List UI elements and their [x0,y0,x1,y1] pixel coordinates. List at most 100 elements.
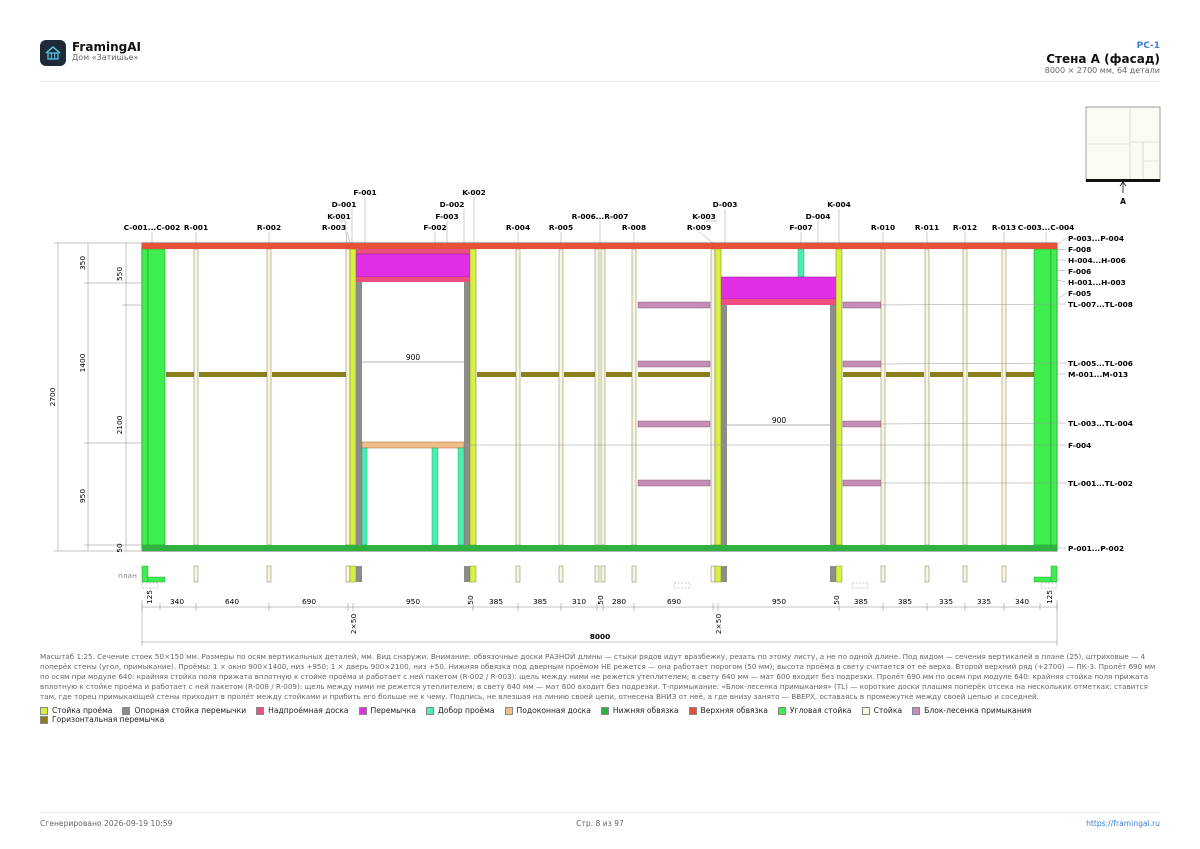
label-f008: F-008 [1068,245,1091,254]
dim-950-window: 950 [772,597,786,606]
dim-310: 310 [572,597,586,606]
label-c003-c004: C-003...C-004 [1018,223,1075,232]
dim-50: 50 [115,543,124,553]
label-r008: R-008 [622,223,646,232]
dim-125-left: 125 [145,590,154,604]
dim-1400: 1400 [78,353,87,372]
legend-swatch [122,706,131,715]
label-tl005-tl006: TL-005...TL-006 [1068,359,1133,368]
legend-label: Стойка [873,706,903,715]
legend-swatch [40,706,48,715]
label-f006: F-006 [1068,267,1091,276]
site-link[interactable]: https://framingai.ru [1086,819,1160,828]
dim-total-height: 2700 [48,387,57,406]
drawing-notes: Масштаб 1:25. Сечение стоек 50×150 мм. Р… [40,652,1156,701]
label-r010: R-010 [871,223,895,232]
left-dims: 2700 350 1400 950 50 550 2100 [48,256,124,553]
sheet-subtitle: 8000 × 2700 мм, 64 детали [1044,66,1160,75]
legend-swatch [40,715,48,724]
legend-label: Нижняя обвязка [612,706,679,715]
dim-340-right: 340 [1015,597,1029,606]
legend-item: Угловая стойка [777,706,852,715]
label-d003: D-003 [713,200,738,209]
horizontal-braces [166,372,1034,377]
brand-name: FramingAI [72,40,141,54]
dim-385-a: 385 [489,597,503,606]
door-width-label: 900 [406,353,421,362]
legend: Стойка проёма Опорная стойка перемычки Над… [40,706,1160,724]
top-plate [142,243,1057,249]
dim-640: 640 [225,597,239,606]
dim-690-left: 690 [302,597,316,606]
label-tl003-tl004: TL-003...TL-004 [1068,419,1133,428]
label-r004: R-004 [506,223,530,232]
label-r003: R-003 [322,223,346,232]
label-f005: F-005 [1068,289,1091,298]
label-r013: R-013 [992,223,1016,232]
dim-125-right: 125 [1045,590,1054,604]
key-plan: A [1085,106,1161,206]
label-h001-h003: H-001...H-003 [1068,278,1126,287]
header-divider [40,81,1160,82]
dim-total-width: 8000 [590,632,611,641]
legend-swatch [912,706,921,715]
ladder-blocks [637,301,882,487]
label-r006-r007: R-006...R-007 [572,212,629,221]
window-opening [714,248,843,546]
page-number: Стр. 8 из 97 [576,819,624,828]
window-width-label: 900 [772,416,787,425]
legend-label: Надпроёмная доска [268,706,349,715]
label-c001-c002: C-001...C-002 [124,223,181,232]
legend-label: Опорная стойка перемычки [134,706,247,715]
right-labels: P-003...P-004 F-008 H-004...H-006 F-006 … [1068,234,1133,553]
wall-marker-label: A [1120,197,1126,206]
dim-385-b: 385 [533,597,547,606]
sheet-code: PC-1 [1136,41,1160,51]
dim-385-c: 385 [854,597,868,606]
label-f003: F-003 [435,212,458,221]
label-r012: R-012 [953,223,977,232]
legend-swatch [358,706,367,715]
label-tl007-tl008: TL-007...TL-008 [1068,300,1133,309]
bottom-dim-ticks [141,603,1058,611]
plan-section [141,565,1058,589]
opening-dims [362,361,830,426]
footer-divider [40,812,1160,813]
legend-label: Добор проёма [437,706,495,715]
dim-280: 280 [612,597,626,606]
dim-335-a: 335 [939,597,953,606]
legend-label: Перемычка [370,706,416,715]
corner-studs [141,248,1058,546]
legend-swatch [777,706,786,715]
dim-385-d: 385 [898,597,912,606]
dim-950: 950 [78,489,87,503]
legend-label: Блок-лесенка примыкания [924,706,1032,715]
project-name: Дом «Затишье» [72,53,139,62]
top-labels: C-001...C-002 R-001 R-002 R-003 F-002 R-… [124,188,1075,232]
label-p003-p004: P-003...P-004 [1068,234,1124,243]
dim-335-b: 335 [977,597,991,606]
legend-item: Стойка [861,706,903,715]
dim-50-c: 50 [832,595,841,605]
label-k003: K-003 [692,212,716,221]
label-f007: F-007 [789,223,812,232]
legend-item: Подоконная доска [504,706,591,715]
left-dim-lines [54,242,142,552]
legend-swatch [688,706,697,715]
legend-swatch [600,706,609,715]
legend-label: Угловая стойка [789,706,852,715]
label-r009: R-009 [687,223,711,232]
legend-item: Опорная стойка перемычки [122,706,246,715]
plan-label: план [118,571,137,580]
label-r011: R-011 [915,223,939,232]
legend-item: Стойка проёма [40,706,112,715]
label-f002: F-002 [423,223,446,232]
dim-50-b: 50 [596,595,605,605]
dim-50-a: 50 [466,595,475,605]
dim-950-door: 950 [406,597,420,606]
sheet-title: Стена А (фасад) [1046,52,1160,66]
legend-item: Добор проёма [425,706,495,715]
label-p001-p002: P-001...P-002 [1068,544,1124,553]
legend-label: Стойка проёма [52,706,113,715]
